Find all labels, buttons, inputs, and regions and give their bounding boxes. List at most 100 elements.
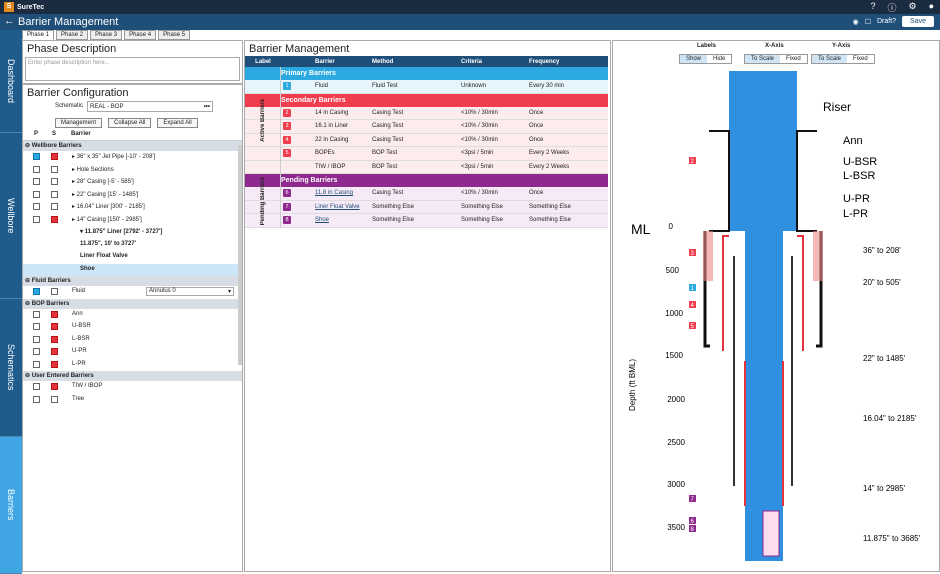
group-user[interactable]: ⊖ User Entered Barriers <box>23 371 242 381</box>
info-icon[interactable]: ⓘ <box>887 3 897 13</box>
barrier-checkbox[interactable] <box>33 203 40 210</box>
nav-barriers[interactable]: Barriers <box>0 437 22 574</box>
barrier-checkbox[interactable] <box>51 203 58 210</box>
barrier-checkbox[interactable] <box>51 360 58 368</box>
barrier-checkbox[interactable] <box>33 215 40 223</box>
list-item[interactable]: Tree <box>23 394 242 407</box>
barrier-checkbox[interactable] <box>33 360 40 368</box>
barrier-checkbox[interactable] <box>33 153 40 160</box>
barrier-checkbox[interactable] <box>51 323 58 330</box>
barrier-checkbox[interactable] <box>33 348 40 355</box>
barrier-checkbox[interactable] <box>51 190 58 198</box>
barrier-checkbox[interactable] <box>33 310 40 318</box>
barrier-checkbox[interactable] <box>33 335 40 343</box>
table-row[interactable]: 7 Liner Float Valve Something Else Somethin… <box>245 200 608 214</box>
barrier-checkbox[interactable] <box>51 215 58 223</box>
annulus-select[interactable]: Annulus 0 ▾ <box>146 287 234 296</box>
list-item[interactable]: L-PR <box>23 359 242 372</box>
table-row[interactable]: 1 Fluid Fluid Test Unknown Every 30 min <box>245 80 608 94</box>
list-item[interactable]: ▸ Hole Sections <box>23 164 242 177</box>
yaxis-to-scale[interactable]: To Scale <box>812 55 848 63</box>
fluid-s-checkbox[interactable] <box>51 288 58 295</box>
barrier-checkbox[interactable] <box>33 395 40 403</box>
list-item[interactable]: ▸ 14" Casing [150' - 2985'] <box>23 214 242 227</box>
barrier-checkbox[interactable] <box>51 383 58 390</box>
list-item[interactable]: Liner Float Valve <box>23 251 242 264</box>
barrier-checkbox[interactable] <box>33 190 40 198</box>
barrier-cell[interactable]: Shoe <box>315 217 330 224</box>
barrier-checkbox[interactable] <box>51 310 58 318</box>
group-wellbore[interactable]: ⊖ Wellbore Barriers <box>23 141 242 151</box>
labels-hide[interactable]: Hide <box>713 56 726 62</box>
barrier-checkbox[interactable] <box>51 335 58 343</box>
save-button[interactable]: Save <box>902 16 934 27</box>
list-item[interactable]: Ann <box>23 309 242 322</box>
list-item[interactable]: ▸ 28" Casing [-5' - 585'] <box>23 176 242 189</box>
tab-phase-3[interactable]: Phase 3 <box>90 30 123 40</box>
phase-description-input[interactable]: Enter phase description here... <box>25 57 240 81</box>
fluid-p-checkbox[interactable] <box>33 288 40 295</box>
barrier-cell[interactable]: 11.8 in Casing <box>315 190 353 197</box>
marker-3[interactable] <box>689 249 696 256</box>
table-row[interactable]: 4 22 in Casing Casing Test <10% / 30min Once <box>245 133 608 147</box>
barrier-checkbox[interactable] <box>51 395 58 403</box>
table-row[interactable]: TIW / IBOP BOP Test <3psi / 5min Every 2 We… <box>245 160 608 174</box>
list-item[interactable]: U-BSR <box>23 321 242 334</box>
group-bop[interactable]: ⊖ BOP Barriers <box>23 298 242 309</box>
list-item[interactable]: TIW / IBOP <box>23 381 242 394</box>
barrier-cell[interactable]: Liner Float Valve <box>315 203 360 210</box>
scrollbar[interactable] <box>238 145 242 365</box>
xaxis-fixed[interactable]: Fixed <box>786 56 801 62</box>
yaxis-fixed[interactable]: Fixed <box>853 56 868 62</box>
list-item[interactable]: ▸ 22" Casing [15' - 1485'] <box>23 189 242 202</box>
marker-1[interactable] <box>689 284 696 291</box>
list-item[interactable]: ▸ 16.04" Liner [300' - 2185'] <box>23 201 242 214</box>
marker-6[interactable] <box>689 517 696 524</box>
barrier-checkbox[interactable] <box>51 153 58 160</box>
barrier-checkbox[interactable] <box>33 383 40 390</box>
table-row[interactable]: 6 11.8 in Casing Casing Test <10% / 30min On… <box>245 187 608 201</box>
list-item[interactable]: ▾ 11.875" Liner [2792' - 3727'] <box>23 226 242 239</box>
barrier-checkbox[interactable] <box>33 178 40 185</box>
user-icon[interactable]: ● <box>928 1 934 11</box>
table-row[interactable]: 2 14 in Casing Casing Test <10% / 30min Once <box>245 106 608 120</box>
expand-all-button[interactable]: Expand All <box>157 118 198 128</box>
draft-checkbox[interactable]: ☐ <box>864 18 871 26</box>
group-fluid[interactable]: ⊖ Fluid Barriers <box>23 276 242 286</box>
marker-8[interactable] <box>689 525 696 532</box>
tab-phase-5[interactable]: Phase 5 <box>158 30 191 40</box>
nav-wellbore[interactable]: Wellbore <box>0 133 22 299</box>
back-arrow-icon[interactable]: ← <box>4 15 15 27</box>
nav-schematics[interactable]: Schematics <box>0 299 22 437</box>
list-item[interactable]: ▸ 36" x 35" Jet Pipe [-10' - 208'] <box>23 151 242 164</box>
list-item[interactable]: U-PR <box>23 346 242 359</box>
list-item[interactable]: L-BSR <box>23 334 242 347</box>
barrier-checkbox[interactable] <box>33 165 40 173</box>
labels-show[interactable]: Show <box>680 55 708 63</box>
xaxis-to-scale[interactable]: To Scale <box>745 55 781 63</box>
schematic-select[interactable]: REAL - BOP ••• <box>87 101 213 112</box>
list-item[interactable]: Shoe <box>23 263 242 276</box>
table-row[interactable]: 5 BOPEs BOP Test <3psi / 5min Every 2 Weeks <box>245 147 608 161</box>
cement-right <box>813 231 823 281</box>
table-row[interactable]: 8 Shoe Something Else Something Else Somethi… <box>245 214 608 228</box>
barrier-checkbox[interactable] <box>51 348 58 355</box>
marker-2[interactable] <box>689 157 696 164</box>
tab-phase-1[interactable]: Phase 1 <box>22 30 55 40</box>
marker-4[interactable] <box>689 301 696 308</box>
collapse-all-button[interactable]: Collapse All <box>108 118 152 128</box>
settings-icon[interactable]: ⚙ <box>908 1 917 11</box>
tab-phase-4[interactable]: Phase 4 <box>124 30 157 40</box>
barrier-checkbox[interactable] <box>51 165 58 173</box>
barrier-checkbox[interactable] <box>33 323 40 330</box>
record-icon[interactable]: ◉ <box>852 18 859 26</box>
table-row[interactable]: 3 16.1 in Liner Casing Test <10% / 30min Onc… <box>245 120 608 134</box>
help-icon[interactable]: ? <box>870 1 876 11</box>
marker-7[interactable] <box>689 495 696 502</box>
list-item[interactable]: 11.875", 10' to 3727' <box>23 239 242 252</box>
marker-5[interactable] <box>689 322 696 329</box>
tab-phase-2[interactable]: Phase 2 <box>56 30 89 40</box>
nav-dashboard[interactable]: Dashboard <box>0 30 22 133</box>
management-button[interactable]: Management <box>55 118 103 128</box>
barrier-checkbox[interactable] <box>51 178 58 185</box>
